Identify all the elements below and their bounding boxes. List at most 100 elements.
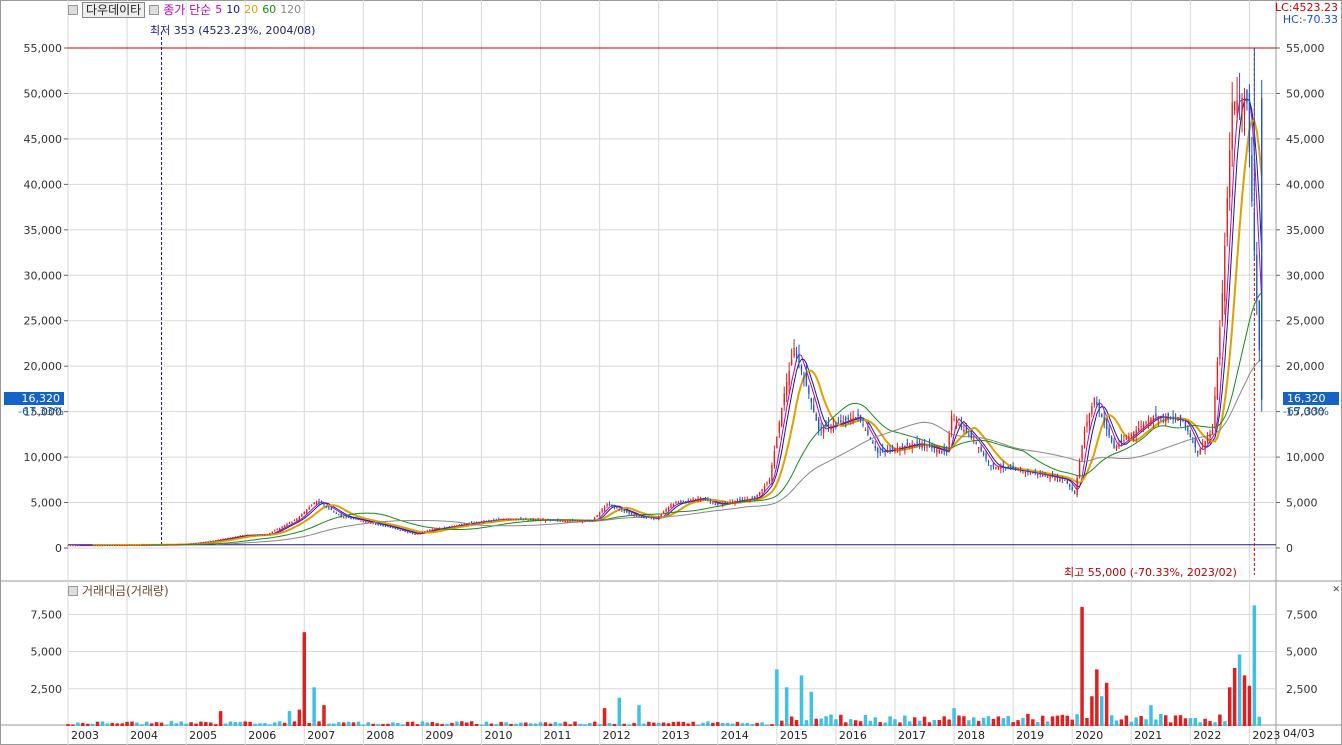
volume-bar[interactable] (1252, 605, 1257, 726)
candle-up[interactable] (746, 499, 748, 501)
candle-up[interactable] (227, 538, 229, 539)
candle-down[interactable] (1187, 428, 1189, 432)
candle-down[interactable] (931, 444, 933, 448)
candle-down[interactable] (1261, 98, 1263, 400)
candle-up[interactable] (291, 521, 293, 523)
candle-down[interactable] (1189, 433, 1192, 437)
candle-up[interactable] (950, 416, 953, 431)
volume-bar[interactable] (716, 722, 720, 726)
volume-bar[interactable] (1218, 714, 1222, 726)
volume-bar[interactable] (917, 720, 922, 726)
volume-bar[interactable] (332, 723, 336, 726)
candle-up[interactable] (955, 421, 958, 423)
volume-bar[interactable] (1070, 719, 1074, 726)
candle-up[interactable] (175, 544, 177, 546)
candle-down[interactable] (970, 431, 972, 438)
candle-up[interactable] (286, 524, 288, 526)
candle-up[interactable] (148, 544, 150, 546)
candle-up[interactable] (466, 523, 468, 525)
candle-up[interactable] (692, 499, 694, 502)
candle-up[interactable] (310, 505, 313, 507)
volume-bar[interactable] (327, 723, 331, 726)
candle-up[interactable] (1133, 432, 1135, 437)
volume-bar[interactable] (1188, 718, 1193, 726)
candle-down[interactable] (1044, 473, 1046, 476)
candle-up[interactable] (160, 544, 163, 546)
candle-up[interactable] (633, 515, 635, 517)
volume-bar[interactable] (770, 724, 774, 726)
candle-down[interactable] (1155, 413, 1157, 417)
candle-down[interactable] (943, 447, 945, 452)
candle-down[interactable] (869, 437, 872, 439)
volume-bar[interactable] (135, 722, 139, 726)
candle-down[interactable] (975, 441, 977, 444)
candle-down[interactable] (916, 441, 918, 444)
candle-up[interactable] (977, 447, 980, 449)
volume-bar[interactable] (238, 721, 243, 726)
candle-up[interactable] (896, 448, 899, 453)
volume-bar[interactable] (819, 718, 823, 726)
candle-down[interactable] (158, 544, 160, 546)
candle-up[interactable] (207, 541, 209, 543)
candle-up[interactable] (313, 503, 315, 504)
volume-bar[interactable] (957, 715, 961, 726)
candle-down[interactable] (680, 501, 682, 503)
candle-down[interactable] (325, 506, 328, 508)
volume-bar[interactable] (972, 717, 976, 726)
volume-bar[interactable] (346, 721, 351, 726)
candle-up[interactable] (463, 524, 465, 526)
candle-up[interactable] (67, 545, 69, 547)
candle-up[interactable] (909, 445, 911, 447)
candle-up[interactable] (283, 525, 286, 528)
candle-up[interactable] (658, 516, 660, 520)
candle-up[interactable] (143, 544, 145, 546)
volume-bar[interactable] (1173, 715, 1178, 726)
candle-down[interactable] (1039, 472, 1041, 475)
candle-down[interactable] (552, 519, 554, 521)
candle-up[interactable] (192, 543, 195, 545)
candle-up[interactable] (1214, 395, 1216, 426)
candle-down[interactable] (493, 519, 495, 521)
candle-down[interactable] (1248, 93, 1251, 153)
candle-down[interactable] (155, 544, 158, 546)
volume-bar[interactable] (204, 722, 208, 726)
candle-down[interactable] (643, 516, 645, 518)
volume-bar[interactable] (1021, 717, 1025, 726)
candle-up[interactable] (618, 509, 621, 511)
candle-up[interactable] (195, 542, 197, 544)
candle-up[interactable] (421, 532, 424, 534)
volume-bar[interactable] (312, 687, 316, 726)
candle-up[interactable] (490, 520, 493, 522)
volume-toggle-box[interactable] (68, 586, 78, 596)
volume-bar[interactable] (140, 724, 144, 726)
volume-bar[interactable] (691, 721, 695, 726)
candle-up[interactable] (87, 545, 89, 547)
candle-up[interactable] (842, 421, 844, 424)
candle-up[interactable] (1236, 100, 1238, 114)
volume-bar[interactable] (568, 724, 572, 726)
candle-up[interactable] (500, 519, 502, 521)
candle-up[interactable] (301, 514, 303, 517)
candle-up[interactable] (712, 503, 714, 505)
volume-bar[interactable] (258, 723, 262, 726)
candle-up[interactable] (1201, 444, 1204, 447)
volume-bar[interactable] (656, 722, 661, 726)
candle-up[interactable] (123, 544, 126, 546)
candle-up[interactable] (1041, 475, 1044, 477)
candle-up[interactable] (141, 544, 143, 546)
volume-bar[interactable] (341, 722, 346, 726)
candle-up[interactable] (1211, 429, 1214, 434)
candle-down[interactable] (1002, 464, 1004, 469)
candle-up[interactable] (911, 444, 913, 448)
candle-down[interactable] (815, 413, 817, 421)
candle-down[interactable] (798, 354, 800, 364)
volume-bar[interactable] (981, 717, 986, 726)
volume-bar[interactable] (839, 714, 843, 726)
candle-up[interactable] (180, 544, 182, 546)
candle-down[interactable] (411, 532, 414, 534)
candle-down[interactable] (992, 463, 995, 467)
source-button[interactable]: 다우데이타 (82, 2, 146, 18)
volume-bar[interactable] (391, 722, 395, 726)
volume-bar[interactable] (76, 722, 80, 726)
volume-bar[interactable] (962, 716, 966, 726)
